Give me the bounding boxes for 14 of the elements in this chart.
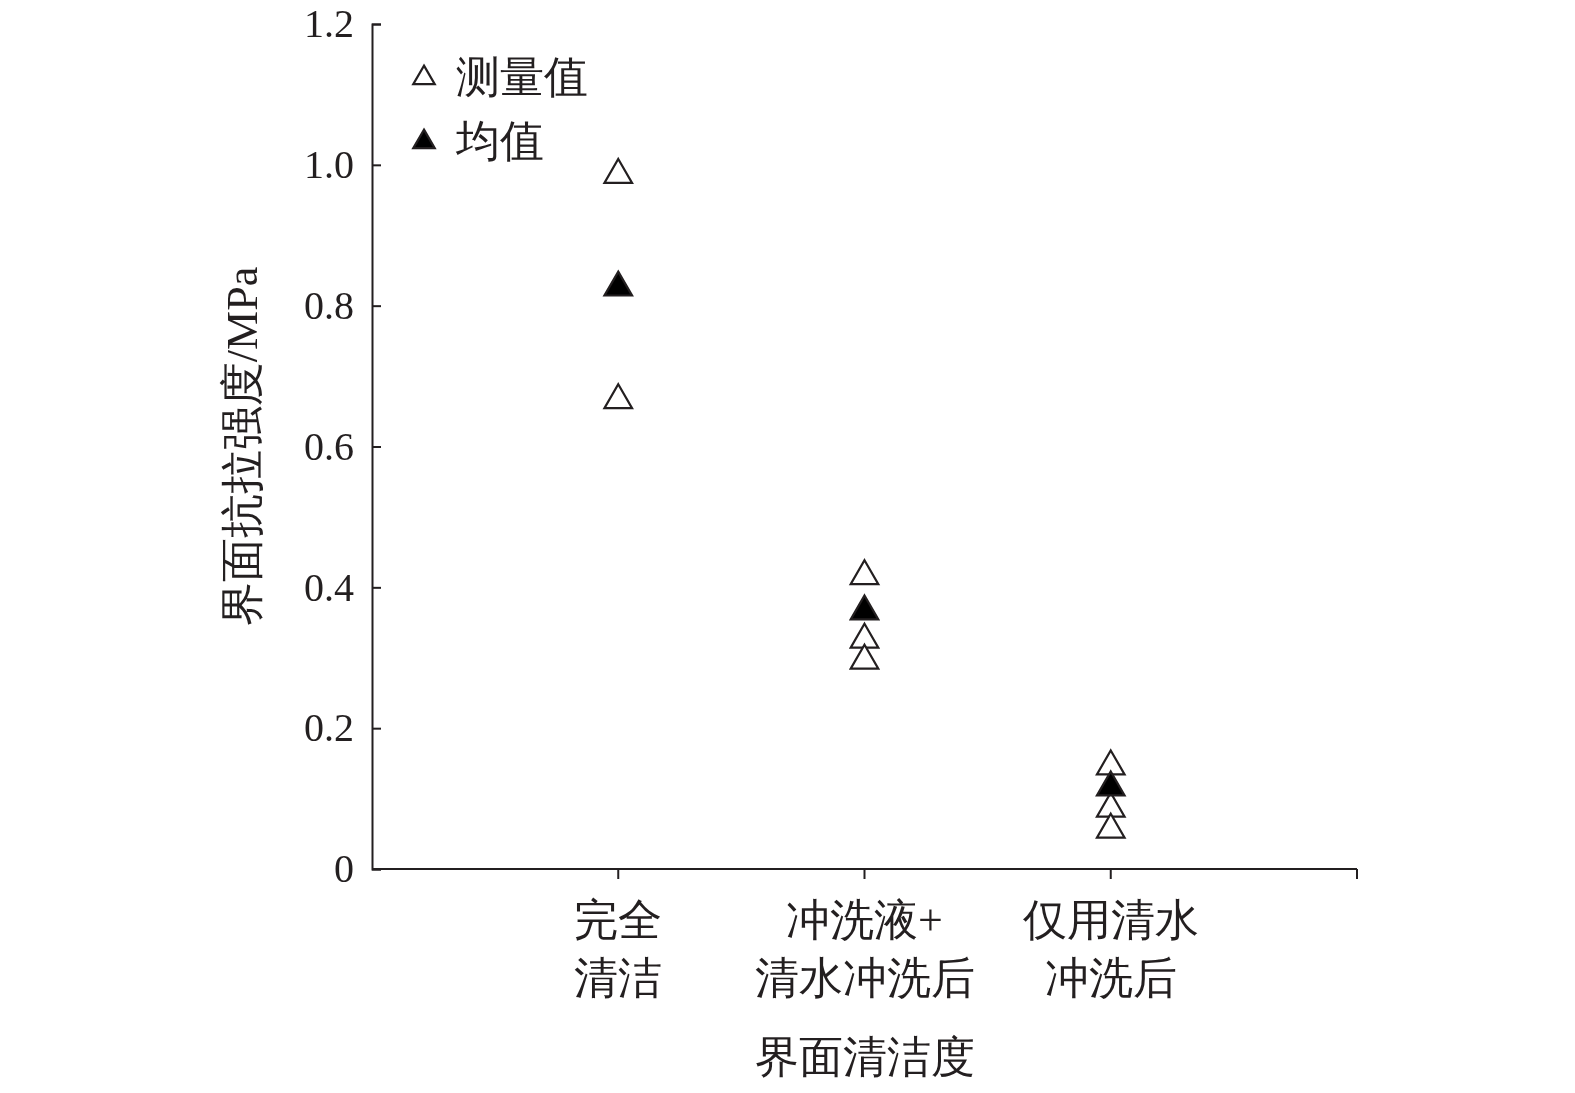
x-axis-title: 界面清洁度 bbox=[754, 1033, 975, 1082]
y-tick-label: 1.0 bbox=[304, 142, 354, 188]
y-tick-label: 0.8 bbox=[304, 282, 354, 328]
y-tick-label: 0.2 bbox=[304, 705, 354, 751]
legend-label: 测量值 bbox=[456, 53, 588, 102]
x-tick-label: 仅用清水冲洗后 bbox=[1022, 896, 1199, 1003]
legend-label: 均值 bbox=[455, 117, 544, 166]
x-tick-label: 完全清洁 bbox=[574, 896, 663, 1003]
y-axis-title: 界面抗拉强度/MPa bbox=[218, 266, 267, 627]
y-tick-label: 1.2 bbox=[304, 1, 354, 47]
y-tick-label: 0.6 bbox=[304, 423, 354, 469]
y-tick-label: 0 bbox=[334, 846, 354, 892]
y-tick-label: 0.4 bbox=[304, 564, 354, 610]
x-tick-label: 冲洗液+清水冲洗后 bbox=[754, 896, 975, 1003]
